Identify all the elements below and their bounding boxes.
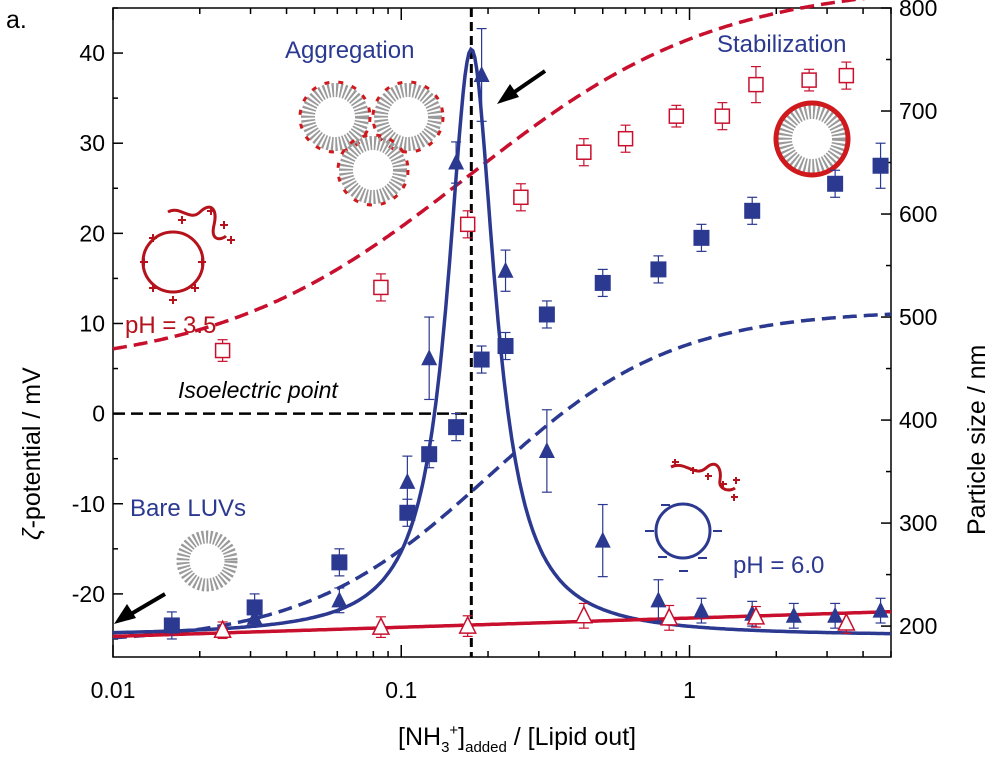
panel-label: a.	[6, 6, 27, 34]
data-point	[594, 531, 611, 548]
y-right-tick-label: 200	[899, 613, 937, 639]
data-point	[748, 76, 764, 93]
data-point	[331, 591, 348, 608]
y-axis-left-label: ζ-potential / mV	[18, 367, 46, 540]
y-right-tick-label: 300	[899, 510, 937, 536]
data-point	[872, 157, 889, 174]
data-point	[371, 616, 391, 635]
bare-luv-icon	[176, 530, 238, 592]
data-point	[576, 144, 592, 160]
data-point	[801, 72, 817, 88]
data-point	[448, 419, 465, 436]
bare-luvs-label: Bare LUVs	[130, 495, 246, 522]
fit-curve	[112, 0, 866, 351]
ph60-label: pH = 6.0	[733, 552, 824, 579]
y-right-tick-label: 400	[899, 407, 937, 433]
data-point	[785, 606, 802, 623]
y-right-tick-label: 500	[899, 304, 937, 330]
y-left-tick-label: -20	[72, 581, 105, 607]
data-point	[872, 601, 889, 618]
plot-frame	[112, 7, 892, 658]
data-point	[473, 351, 490, 368]
y-left-tick-label: 30	[79, 130, 105, 156]
data-point	[246, 608, 263, 625]
data-point	[163, 617, 180, 634]
y-right-tick-label: 800	[899, 0, 937, 21]
positive-vesicle-icon	[140, 205, 235, 304]
fit-curve	[113, 46, 891, 636]
data-point	[421, 349, 438, 366]
data-point	[399, 472, 416, 489]
fit-curve	[112, 312, 892, 640]
data-point	[594, 274, 611, 291]
data-point	[668, 108, 685, 124]
data-point	[213, 619, 232, 638]
data-point	[827, 606, 844, 623]
y-left-tick-label: 40	[79, 40, 105, 66]
data-point	[459, 216, 476, 233]
data-point	[650, 591, 667, 608]
data-point	[421, 446, 438, 463]
data-point	[473, 65, 490, 82]
data-point	[617, 130, 634, 147]
data-point	[331, 554, 348, 571]
data-point	[659, 607, 679, 626]
y-left-tick-label: 20	[79, 220, 105, 246]
y-axis-right-label: Particle size / nm	[963, 345, 991, 535]
data-point	[448, 153, 465, 170]
data-point	[574, 605, 594, 624]
data-point	[837, 612, 856, 631]
data-point	[693, 601, 710, 618]
data-point	[399, 504, 416, 521]
x-tick-label: 0.01	[91, 677, 136, 703]
data-point	[538, 441, 555, 458]
negative-vesicle-icon	[645, 459, 740, 572]
data-point	[650, 261, 667, 278]
data-point	[497, 338, 514, 355]
data-point	[538, 306, 555, 323]
y-left-tick-label: 0	[92, 401, 105, 427]
x-tick-label: 0.1	[385, 677, 417, 703]
data-point	[458, 615, 477, 634]
y-left-tick-label: 10	[79, 310, 105, 336]
data-point	[838, 67, 855, 84]
y-left-tick-label: -10	[72, 491, 105, 517]
ph35-label: pH = 3.5	[125, 312, 216, 339]
aggregated-vesicles-icon	[298, 80, 445, 207]
y-right-tick-label: 700	[899, 98, 937, 124]
stabilization-label: Stabilization	[717, 31, 846, 58]
data-point	[827, 175, 844, 192]
data-point	[246, 599, 263, 616]
data-point	[497, 261, 514, 278]
data-point	[513, 189, 529, 206]
x-axis-label: [NH3+]added / [Lipid out]	[398, 722, 636, 756]
arrow-icon	[114, 592, 167, 624]
data-point	[693, 229, 710, 246]
data-point	[744, 202, 761, 219]
data-point	[746, 606, 766, 625]
isoelectric-label: Isoelectric point	[178, 377, 339, 403]
data-point	[214, 342, 231, 359]
x-tick-label: 1	[683, 677, 696, 703]
fit-curve	[112, 609, 891, 639]
arrow-icon	[497, 69, 547, 104]
y-right-tick-label: 600	[899, 201, 937, 227]
data-point	[373, 279, 389, 296]
stabilized-vesicle-icon	[773, 100, 851, 178]
aggregation-label: Aggregation	[285, 37, 414, 64]
data-point	[714, 108, 731, 124]
